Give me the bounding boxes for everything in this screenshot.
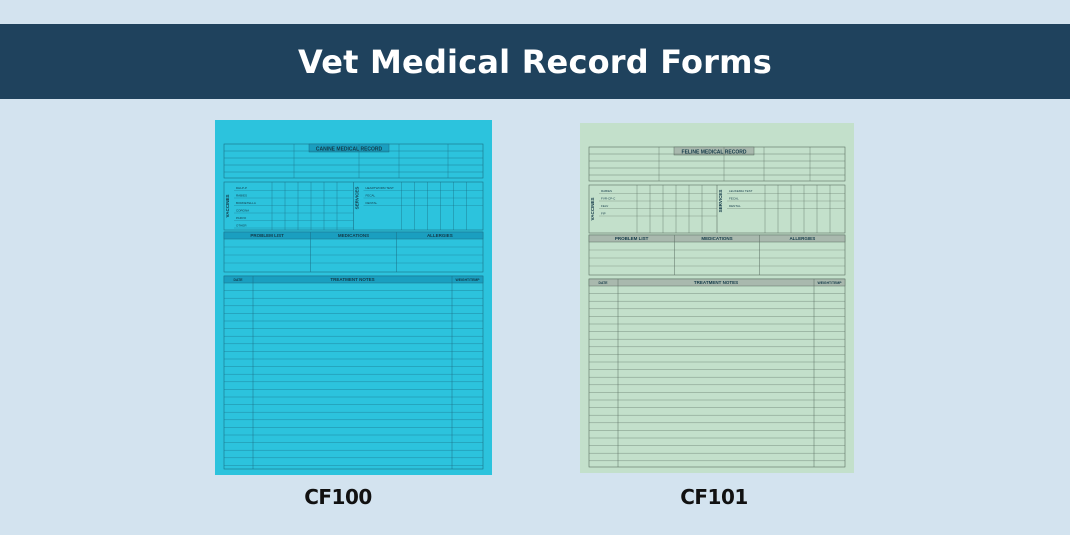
problem-header-bar <box>223 231 484 240</box>
notes-header: WEIGHT/TEMP <box>818 281 843 285</box>
problem-header-bar <box>588 234 846 243</box>
form-title: CANINE MEDICAL RECORD <box>316 147 383 153</box>
vaccine-item: FVR-CP-C <box>601 197 616 201</box>
notes-header: WEIGHT/TEMP <box>456 278 481 282</box>
vaccine-item: RABIES <box>601 189 612 193</box>
vaccines-label: VACCINES <box>590 198 595 221</box>
notes-header-bar <box>223 275 484 284</box>
service-item: DENTAL <box>729 204 741 208</box>
vaccine-item: RABIES <box>236 194 247 198</box>
section-header: PROBLEM LIST <box>250 233 284 238</box>
paper <box>215 120 492 475</box>
vaccine-item: CORONA <box>236 209 249 213</box>
vaccine-item: DHLP-P <box>236 186 247 190</box>
section-header: ALLERGIES <box>427 233 453 238</box>
title-banner: Vet Medical Record Forms <box>0 24 1070 99</box>
service-item: HEARTWORM TEST <box>366 186 395 190</box>
product-code-cf101: CF101 <box>680 485 748 509</box>
form-title-box <box>308 143 390 153</box>
vaccine-item: OTHER <box>236 224 247 228</box>
product-code-cf100: CF100 <box>304 485 372 509</box>
notes-header: TREATMENT NOTES <box>330 277 374 282</box>
section-header: MEDICATIONS <box>701 236 732 241</box>
notes-header: TREATMENT NOTES <box>694 280 738 285</box>
paper <box>580 123 854 473</box>
service-item: FECAL <box>729 197 739 201</box>
product-image-cf101[interactable]: FELINE MEDICAL RECORD VACCINES SERVICES RAB… <box>580 123 854 473</box>
vaccine-item: FIP <box>601 212 606 216</box>
notes-header: DATE <box>599 281 609 285</box>
vaccine-item: FELV <box>601 204 608 208</box>
service-item: FECAL <box>366 194 376 198</box>
section-header: PROBLEM LIST <box>615 236 649 241</box>
section-header: ALLERGIES <box>789 236 815 241</box>
vaccine-item: PARVO <box>236 216 247 220</box>
notes-header-bar <box>588 278 846 287</box>
vaccines-label: VACCINES <box>225 195 230 218</box>
product-image-cf100[interactable]: CANINE MEDICAL RECORD VACCINES SERVICES DHL… <box>215 120 492 475</box>
service-item: DENTAL <box>366 201 378 205</box>
page-title: Vet Medical Record Forms <box>298 42 772 81</box>
vaccine-item: BORDETELLA <box>236 201 256 205</box>
form-title-box <box>673 146 755 156</box>
form-title: FELINE MEDICAL RECORD <box>682 150 747 156</box>
services-label: SERVICES <box>355 187 360 210</box>
feline-medical-record-form: FELINE MEDICAL RECORD VACCINES SERVICES RAB… <box>580 123 854 473</box>
notes-header: DATE <box>234 278 244 282</box>
section-header: MEDICATIONS <box>338 233 369 238</box>
canine-medical-record-form: CANINE MEDICAL RECORD VACCINES SERVICES DHL… <box>215 120 492 475</box>
services-label: SERVICES <box>718 190 723 213</box>
service-item: LEUKEMIA TEST <box>729 189 753 193</box>
